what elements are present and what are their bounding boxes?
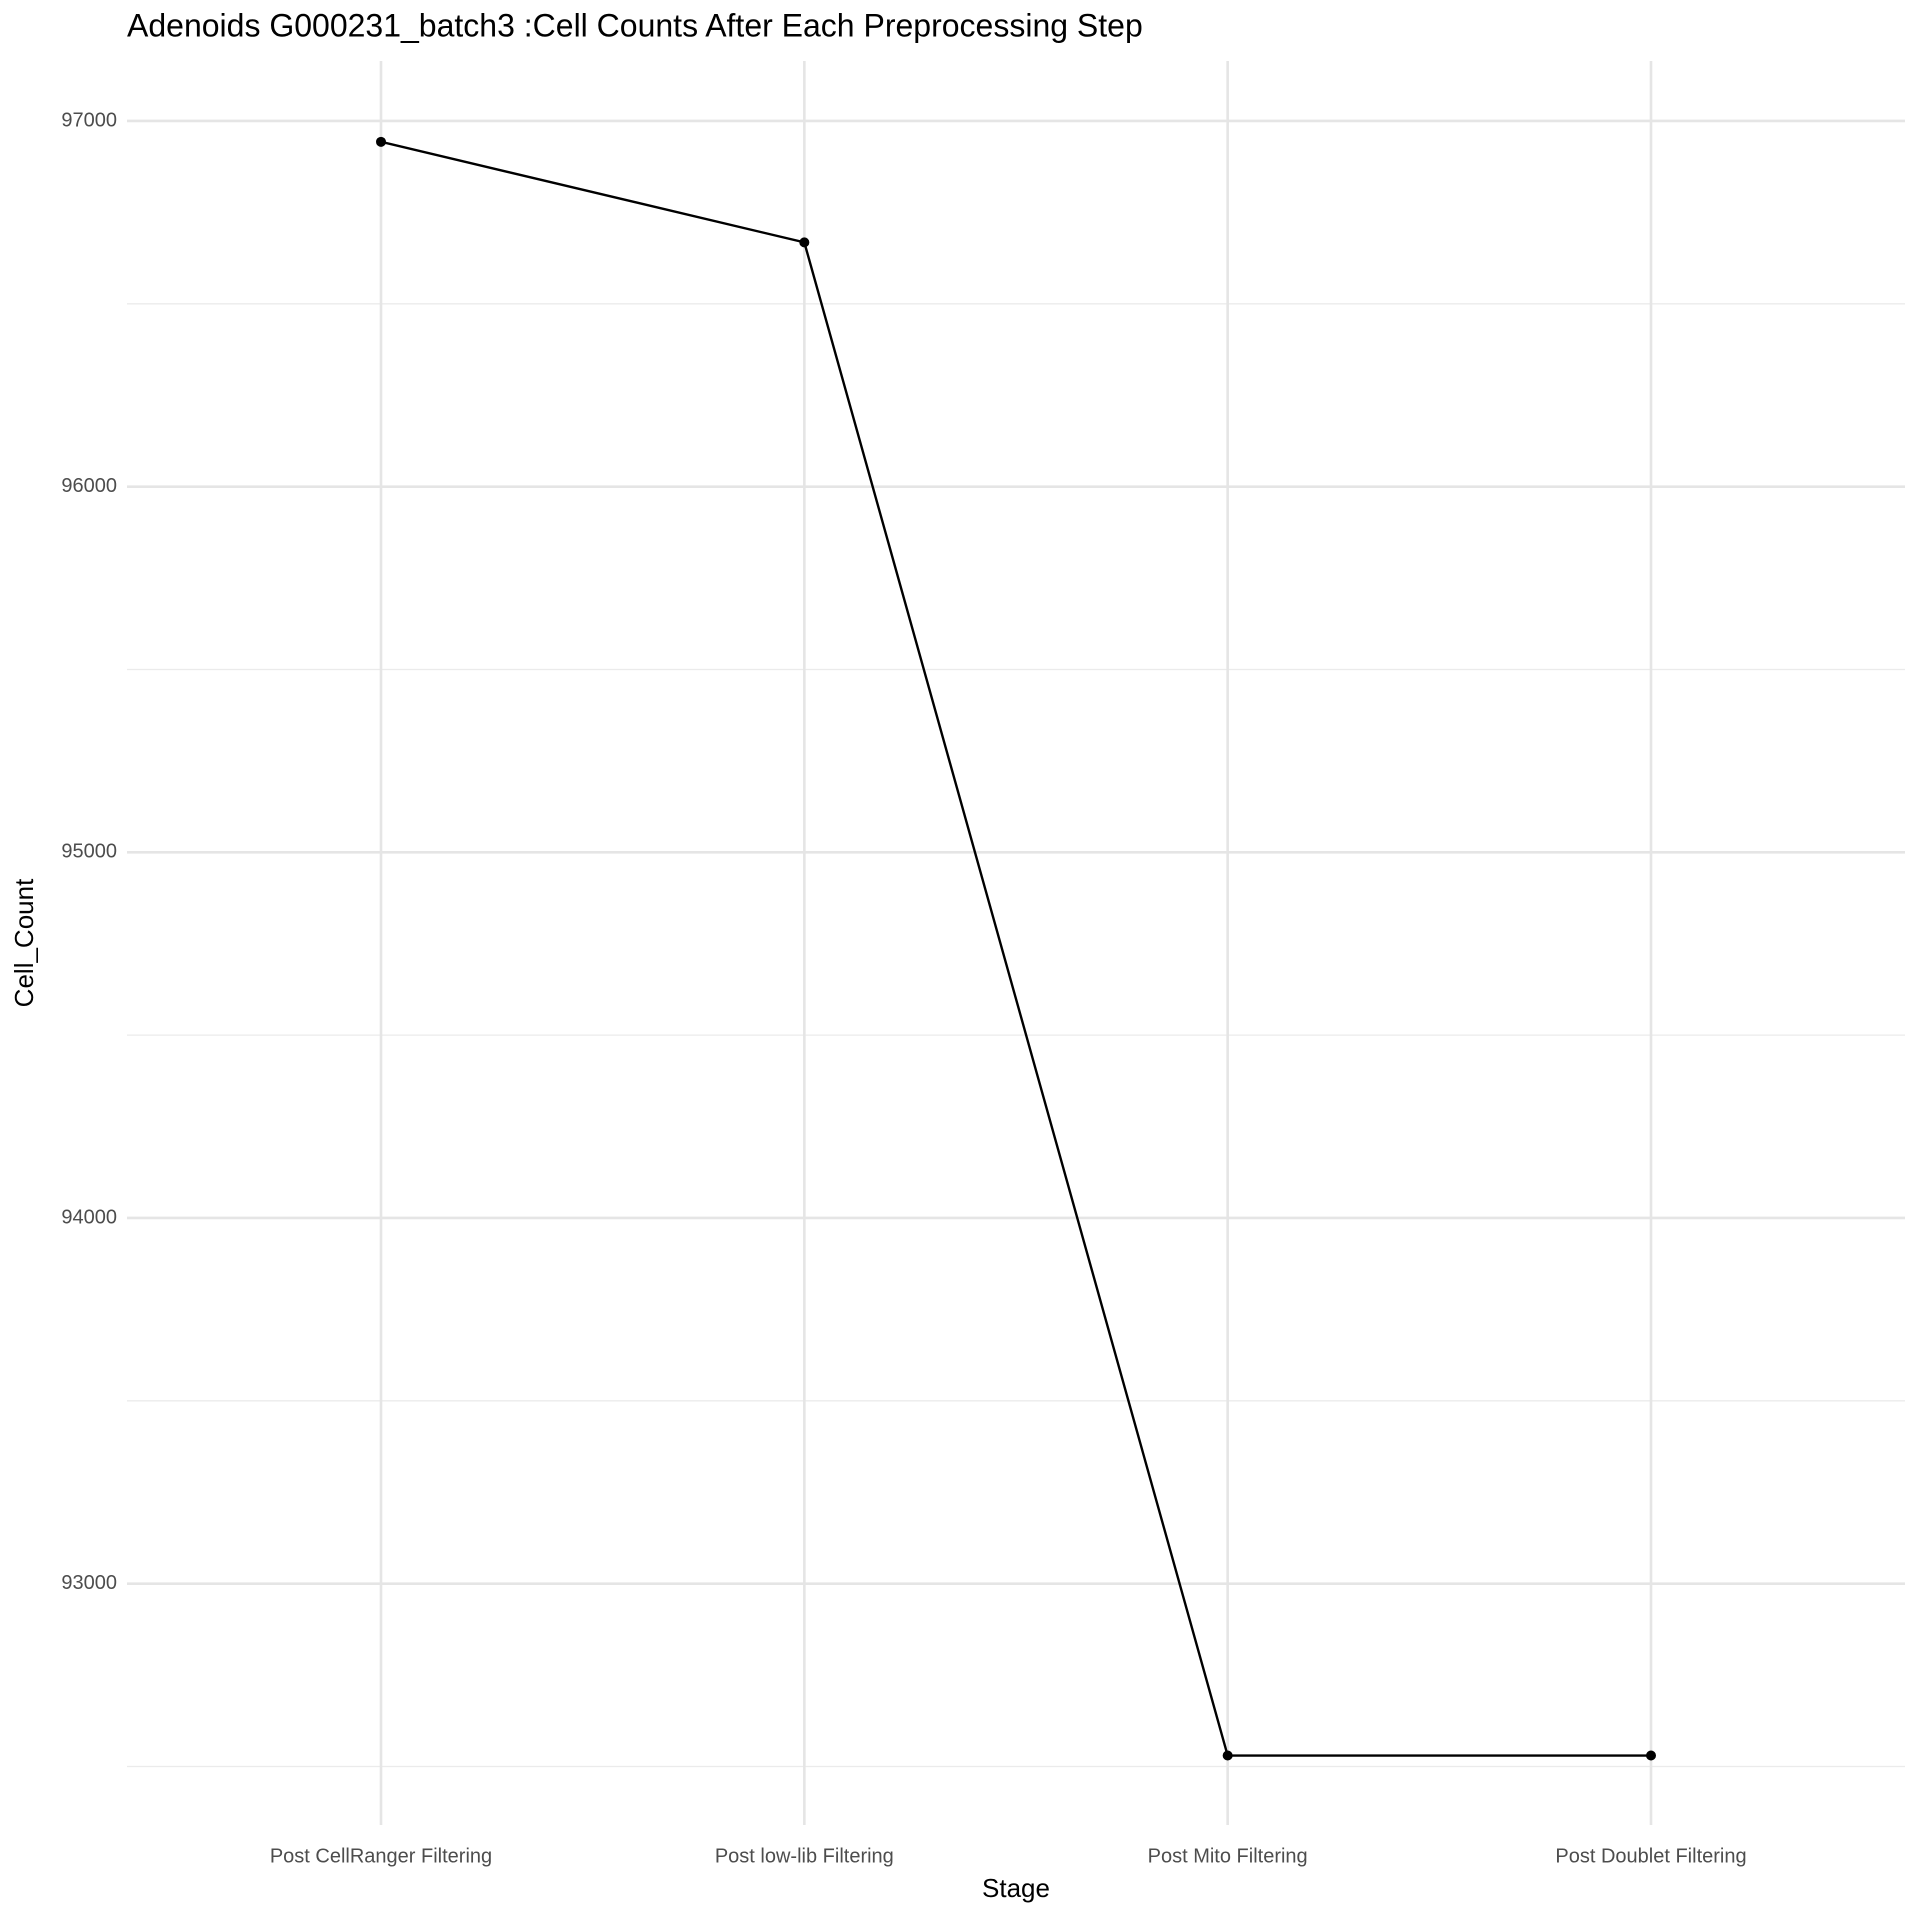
data-point	[1222, 1750, 1233, 1761]
y-tick-label: 93000	[61, 1572, 117, 1594]
y-tick-label: 94000	[61, 1206, 117, 1228]
x-axis-title: Stage	[982, 1873, 1050, 1903]
y-tick-label: 95000	[61, 841, 117, 863]
y-tick-label: 97000	[61, 109, 117, 131]
y-axis-title: Cell_Count	[9, 878, 39, 1007]
data-point	[1646, 1750, 1656, 1761]
x-tick-label: Post CellRanger Filtering	[270, 1845, 492, 1867]
data-point	[799, 237, 810, 248]
chart-title: Adenoids G000231_batch3 :Cell Counts Aft…	[127, 7, 1143, 43]
data-line	[380, 140, 1651, 1757]
x-tick-label: Post Mito Filtering	[1148, 1845, 1308, 1867]
x-tick-label: Post Doublet Filtering	[1555, 1845, 1746, 1867]
y-tick-label: 96000	[61, 475, 117, 497]
x-tick-label: Post low-lib Filtering	[715, 1845, 894, 1867]
data-point	[376, 136, 386, 147]
